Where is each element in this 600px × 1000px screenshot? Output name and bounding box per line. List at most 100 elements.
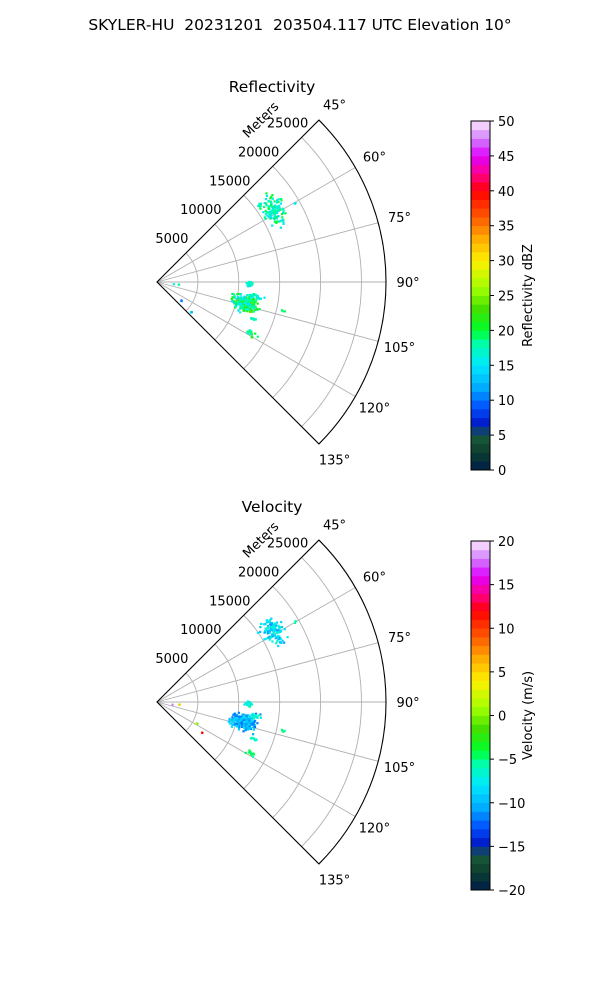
echo-gate	[172, 283, 175, 286]
echo-gate	[252, 307, 255, 310]
colorbar-segment	[471, 147, 490, 157]
echo-gate	[280, 621, 283, 624]
echo-gate	[238, 715, 241, 718]
echo-gate	[268, 210, 272, 213]
echo-gate	[260, 622, 263, 625]
echo-gate	[240, 306, 243, 309]
echo-gate	[278, 204, 281, 207]
echo-gate	[252, 292, 256, 296]
echo-gate	[250, 736, 253, 739]
echo-gate	[248, 285, 251, 288]
echo-gate	[269, 618, 272, 622]
echo-gate	[251, 755, 255, 758]
echo-gate	[244, 751, 247, 754]
echo-gate	[230, 722, 233, 725]
echo-gate	[246, 282, 249, 286]
echo-gate	[251, 712, 254, 715]
echo-gate	[232, 721, 235, 724]
colorbar-segment	[471, 121, 490, 131]
echo-gate	[250, 284, 253, 287]
echo-gate	[267, 215, 271, 218]
echo-gate	[252, 717, 255, 720]
echo-gate	[233, 723, 236, 726]
echo-gate	[238, 717, 241, 720]
chart-panel-2: Velocity 45° 60° 75° 90° 105° 120° 135° 5000 1000…	[155, 498, 536, 899]
colorbar-segment	[471, 584, 490, 594]
echo-gate	[268, 638, 271, 641]
colorbar-segment	[471, 776, 490, 786]
colorbar-tick-label: 35	[498, 220, 515, 235]
echo-gate	[237, 298, 240, 301]
echo-gate	[277, 198, 280, 201]
echo-gate	[283, 641, 286, 644]
echo-gate	[272, 632, 275, 635]
echo-gate	[259, 297, 262, 300]
echo-gate	[252, 317, 255, 320]
colorbar-tick-label: 20	[498, 324, 515, 339]
echo-gate	[268, 631, 271, 634]
sector-frame	[156, 539, 387, 865]
echo-gate	[245, 702, 248, 705]
echo-gate	[243, 726, 246, 729]
echo-gate	[259, 207, 262, 210]
echo-gate	[241, 301, 244, 304]
echo-gate	[275, 201, 278, 204]
echo-gate	[245, 306, 248, 309]
echo-gate	[269, 636, 272, 639]
echo-gate	[243, 703, 246, 706]
colorbar-segment	[471, 426, 490, 436]
echo-gate	[275, 217, 278, 220]
echo-gate	[180, 300, 183, 303]
echo-gate	[277, 624, 280, 627]
echo-gate	[248, 293, 251, 296]
echo-gate	[271, 627, 274, 630]
colorbar-tick-label: 15	[498, 359, 515, 374]
colorbar-segment	[471, 435, 490, 445]
echo-gate	[240, 723, 243, 726]
echo-gate	[270, 205, 273, 208]
echo-gate	[250, 310, 253, 313]
grid-spoke	[156, 587, 356, 703]
theta-tick-label: 120°	[359, 822, 390, 837]
echo-gate	[274, 217, 277, 220]
colorbar-segment	[471, 759, 490, 769]
echo-gate	[278, 220, 281, 223]
echo-gate	[243, 725, 247, 728]
echo-gate	[238, 722, 241, 726]
echo-gate	[232, 717, 235, 720]
colorbar-tick-label: 45	[498, 150, 515, 165]
echo-gate	[265, 194, 269, 198]
echo-gate	[252, 295, 255, 298]
echo-gate	[243, 309, 246, 312]
theta-tick-label: 75°	[388, 631, 411, 646]
grid-spoke	[156, 281, 379, 342]
echo-gate	[233, 719, 236, 723]
theta-tick-label: 75°	[388, 211, 411, 226]
colorbar-label: Velocity (m/s)	[521, 671, 536, 760]
colorbar-segment	[471, 794, 490, 804]
echo-gate	[236, 722, 239, 725]
theta-tick-label: 105°	[384, 761, 415, 776]
colorbar-segment	[471, 846, 490, 856]
echo-gate	[234, 304, 238, 307]
echo-gate	[275, 632, 278, 635]
echo-gate	[243, 295, 246, 298]
colorbar-segment	[471, 443, 490, 453]
echo-gate	[201, 731, 204, 734]
echo-gate	[254, 301, 257, 304]
echo-gate	[276, 640, 279, 643]
echo-gate	[266, 629, 269, 632]
echo-gate	[256, 631, 260, 634]
echo-gate	[233, 302, 236, 305]
echo-gate	[275, 215, 278, 218]
echo-gate	[234, 301, 238, 304]
echo-gate	[275, 221, 278, 224]
echo-gate	[255, 738, 258, 741]
colorbar-segment	[471, 575, 490, 586]
echo-gate	[254, 332, 257, 335]
echo-gate	[249, 717, 252, 720]
echo-gate	[271, 194, 274, 197]
echo-gate	[259, 204, 262, 207]
echo-gate	[238, 726, 241, 729]
